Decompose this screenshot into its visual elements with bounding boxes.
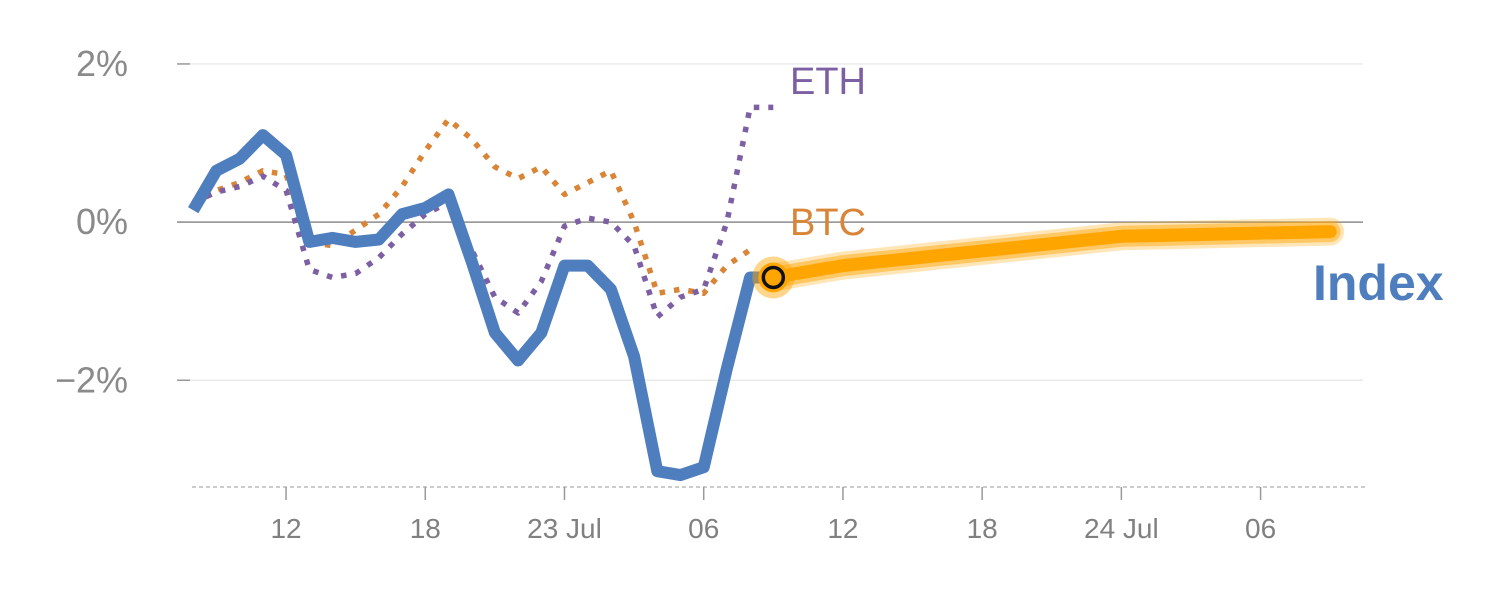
- x-tick-label: 18: [410, 513, 441, 544]
- series-label-btc: BTC: [790, 202, 866, 244]
- current-point-marker: [761, 265, 786, 290]
- grid-layer: [177, 63, 1363, 381]
- y-axis-ticks: 2% 0% −2%: [55, 43, 190, 400]
- y-tick-label: 2%: [76, 43, 128, 84]
- y-tick-label: 0%: [76, 201, 128, 242]
- marker-layer: [752, 256, 795, 299]
- x-tick-label: 06: [688, 513, 719, 544]
- x-axis: 12 18 23 Jul 06 12 18 24 Jul 06: [192, 486, 1365, 544]
- series-label-index: Index: [1313, 255, 1444, 311]
- x-tick-label: 06: [1245, 513, 1276, 544]
- forecast-line: [766, 225, 1337, 284]
- x-tick-label: 12: [827, 513, 858, 544]
- y-tick-label: −2%: [55, 359, 128, 400]
- series-layer: [188, 104, 1345, 482]
- x-tick-label: 18: [967, 513, 998, 544]
- series-label-eth: ETH: [790, 61, 866, 103]
- x-tick-label: 24 Jul: [1084, 513, 1159, 544]
- x-tick-label: 23 Jul: [527, 513, 602, 544]
- index-line: [188, 129, 774, 482]
- x-tick-label: 12: [270, 513, 301, 544]
